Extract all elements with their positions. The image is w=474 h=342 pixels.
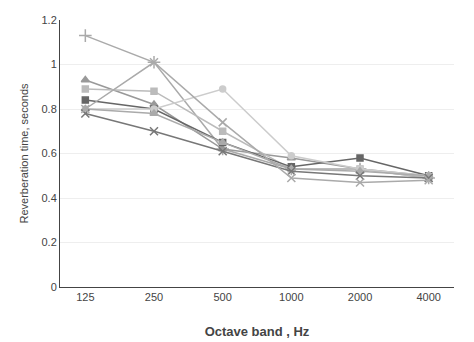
- svg-text:Octave band , Hz: Octave band , Hz: [205, 324, 310, 339]
- svg-text:125: 125: [76, 291, 94, 303]
- svg-text:250: 250: [145, 291, 163, 303]
- svg-text:0.4: 0.4: [42, 192, 57, 204]
- svg-text:0.8: 0.8: [42, 103, 57, 115]
- svg-text:Reverberation time, seconds: Reverberation time, seconds: [18, 83, 30, 224]
- svg-text:1000: 1000: [279, 291, 303, 303]
- svg-text:0: 0: [51, 281, 57, 293]
- svg-text:2000: 2000: [348, 291, 372, 303]
- svg-text:500: 500: [213, 291, 231, 303]
- svg-text:0.2: 0.2: [42, 236, 57, 248]
- svg-text:1.2: 1.2: [42, 14, 57, 26]
- svg-text:1: 1: [51, 58, 57, 70]
- svg-text:0.6: 0.6: [42, 147, 57, 159]
- svg-text:4000: 4000: [416, 291, 440, 303]
